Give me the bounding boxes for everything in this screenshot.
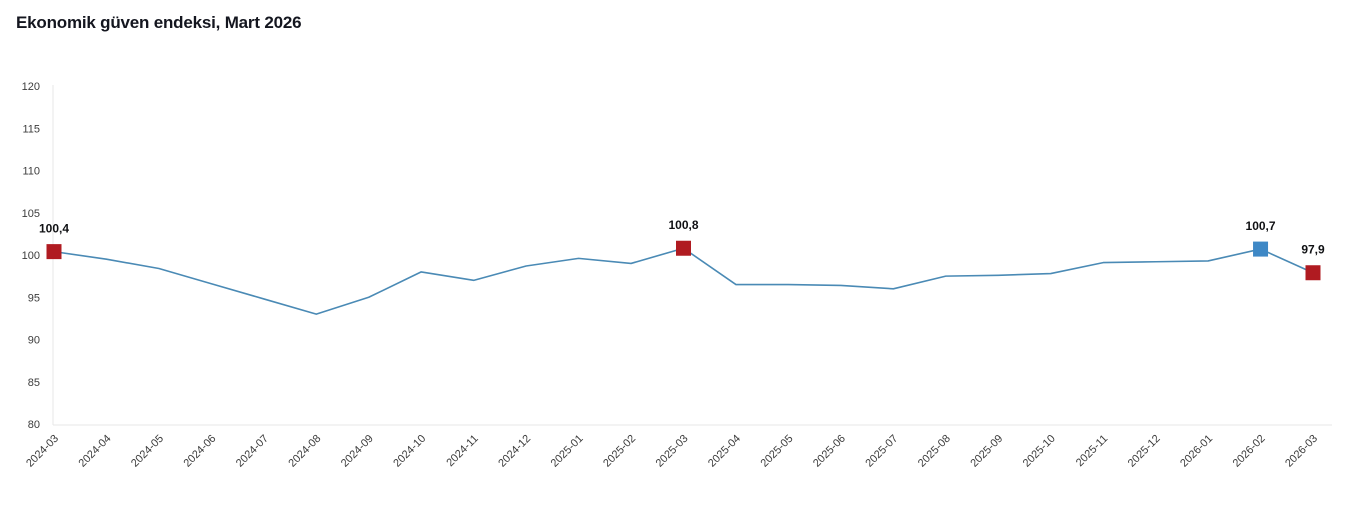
x-tick-label: 2025-01 (549, 433, 586, 470)
x-tick-label: 2026-03 (1283, 433, 1320, 470)
x-tick-label: 2024-04 (77, 433, 114, 470)
y-tick-label: 105 (22, 208, 40, 220)
highlight-marker (46, 244, 62, 260)
point-label: 100,7 (1246, 219, 1276, 233)
y-tick-label: 85 (28, 377, 40, 389)
y-tick-label: 120 (22, 81, 40, 93)
x-tick-label: 2025-05 (759, 433, 796, 470)
y-tick-label: 115 (22, 123, 40, 135)
x-tick-label: 2024-06 (181, 433, 218, 470)
point-label: 100,8 (668, 218, 698, 232)
x-tick-label: 2025-04 (706, 433, 743, 470)
y-tick-label: 90 (28, 335, 40, 347)
x-tick-label: 2024-05 (129, 433, 166, 470)
x-tick-label: 2025-12 (1126, 433, 1163, 470)
x-tick-label: 2024-07 (234, 433, 271, 470)
x-tick-label: 2025-07 (863, 433, 900, 470)
x-tick-label: 2024-09 (339, 433, 376, 470)
x-tick-label: 2024-12 (496, 433, 533, 470)
x-tick-label: 2025-02 (601, 433, 638, 470)
x-tick-label: 2024-10 (391, 433, 428, 470)
x-tick-label: 2025-09 (968, 433, 1005, 470)
y-tick-label: 80 (28, 419, 40, 431)
point-label: 97,9 (1301, 243, 1325, 257)
x-tick-label: 2025-03 (654, 433, 691, 470)
highlight-marker (1305, 265, 1321, 281)
x-tick-label: 2025-06 (811, 433, 848, 470)
y-tick-label: 110 (22, 166, 40, 178)
x-tick-label: 2026-02 (1231, 433, 1268, 470)
x-tick-label: 2026-01 (1178, 433, 1215, 470)
x-tick-label: 2024-08 (286, 433, 323, 470)
chart-title: Ekonomik güven endeksi, Mart 2026 (16, 13, 302, 32)
y-tick-label: 100 (22, 250, 40, 262)
highlight-marker (676, 240, 691, 256)
x-tick-label: 2024-11 (444, 433, 480, 469)
x-tick-label: 2025-08 (916, 433, 953, 470)
series-line (53, 247, 1314, 315)
x-tick-label: 2025-11 (1074, 433, 1110, 469)
highlight-marker (1253, 241, 1269, 257)
y-tick-label: 95 (28, 292, 40, 304)
point-label: 100,4 (39, 222, 69, 236)
x-tick-label: 2024-03 (24, 433, 61, 470)
x-tick-label: 2025-10 (1021, 433, 1058, 470)
